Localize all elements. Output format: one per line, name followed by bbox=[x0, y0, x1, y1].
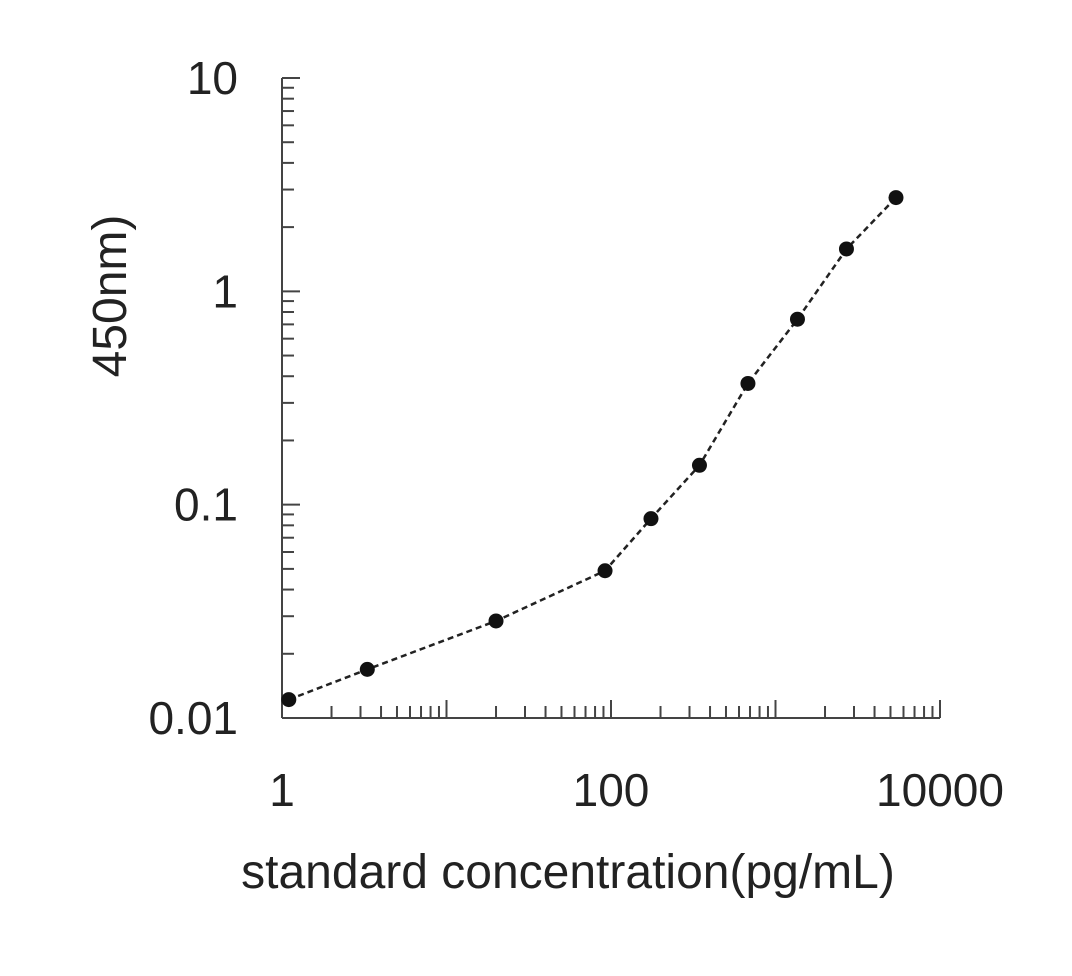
data-point bbox=[740, 375, 756, 391]
y-tick-label: 10 bbox=[187, 52, 238, 104]
data-point bbox=[597, 563, 613, 579]
x-axis-title: standard concentration(pg/mL) bbox=[241, 846, 895, 899]
series-line bbox=[288, 196, 897, 701]
x-minor-ticks bbox=[281, 700, 941, 718]
x-tick-labels: 1 100 10000 bbox=[269, 764, 1004, 816]
data-point bbox=[888, 190, 904, 206]
data-point bbox=[643, 511, 659, 527]
data-point bbox=[838, 241, 854, 257]
data-point bbox=[488, 613, 504, 629]
data-point bbox=[789, 311, 805, 327]
axes: 0.01 0.1 1 10 1 100 10000 bbox=[148, 52, 1003, 816]
series-layer bbox=[281, 190, 904, 708]
data-point bbox=[359, 661, 375, 677]
y-tick-labels: 0.01 0.1 1 10 bbox=[148, 52, 238, 744]
x-tick-label: 10000 bbox=[876, 764, 1004, 816]
y-tick-label: 0.1 bbox=[174, 479, 238, 531]
data-point bbox=[281, 692, 297, 708]
x-tick-label: 1 bbox=[269, 764, 295, 816]
y-tick-label: 0.01 bbox=[148, 692, 238, 744]
y-minor-ticks bbox=[282, 77, 300, 719]
y-axis-title: 450nm) bbox=[84, 215, 137, 378]
y-tick-label: 1 bbox=[212, 265, 238, 317]
x-tick-label: 100 bbox=[573, 764, 650, 816]
data-point bbox=[691, 457, 707, 473]
